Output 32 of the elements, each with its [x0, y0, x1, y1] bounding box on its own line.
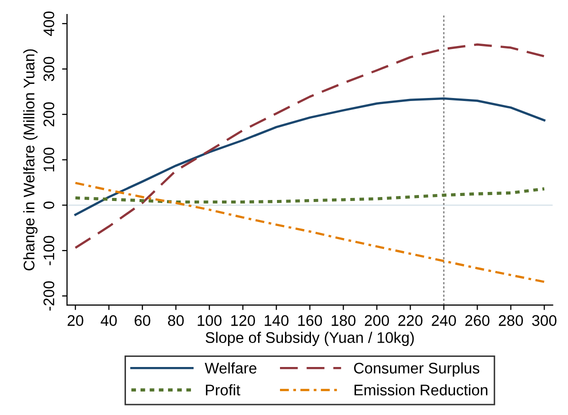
x-tick-label: 220 [398, 315, 422, 326]
x-tick-label: 120 [231, 315, 256, 326]
line-series [74, 187, 546, 204]
x-tick-label: 240 [432, 315, 456, 326]
x-tick-label: 20 [68, 315, 84, 326]
y-tick-label: 200 [43, 102, 54, 126]
x-tick-label: 260 [465, 315, 490, 326]
line-series [74, 97, 546, 216]
y-axis-title: Change in Welfare (Million Yuan) [23, 49, 38, 270]
legend-label: Consumer Surplus [354, 362, 480, 377]
y-tick-label: -100 [43, 236, 54, 266]
x-tick-label: 60 [134, 315, 150, 326]
x-tick-label: 200 [364, 315, 389, 326]
legend-label: Profit [206, 384, 240, 396]
x-tick-label: 80 [168, 315, 184, 326]
line-series [74, 182, 546, 283]
y-tick-label: -200 [43, 281, 54, 311]
y-tick-label: 100 [43, 148, 54, 172]
y-tick-label: 0 [43, 202, 54, 209]
legend-label: Welfare [204, 362, 256, 374]
line-series [74, 43, 546, 249]
x-tick-label: 180 [332, 315, 356, 326]
legend-label: Emission Reduction [354, 384, 488, 396]
x-axis-title: Slope of Subsidy (Yuan / 10kg) [206, 332, 414, 346]
x-tick-label: 160 [298, 315, 322, 326]
x-tick-label: 100 [198, 315, 222, 326]
x-tick-label: 140 [264, 315, 288, 326]
x-tick-label: 280 [498, 315, 523, 326]
y-tick-label: 400 [43, 11, 54, 36]
x-tick-label: 40 [100, 315, 117, 326]
y-tick-label: 300 [43, 56, 54, 82]
x-tick-label: 300 [532, 315, 556, 326]
